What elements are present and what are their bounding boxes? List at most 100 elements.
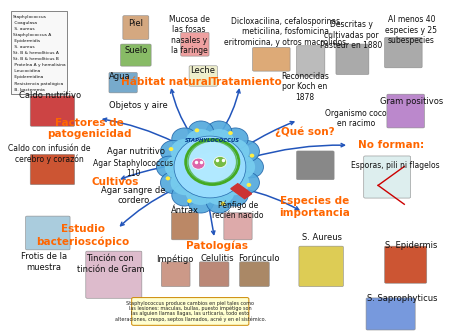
FancyBboxPatch shape — [297, 151, 334, 180]
Text: Staphylococcus: Staphylococcus — [13, 15, 47, 19]
Text: Celulitis: Celulitis — [200, 255, 234, 263]
Ellipse shape — [186, 129, 216, 154]
Ellipse shape — [165, 176, 170, 180]
Text: Descritas y
cultivadas por
Pasteur en 1880: Descritas y cultivadas por Pasteur en 18… — [320, 20, 383, 50]
Text: S. aureus: S. aureus — [13, 27, 35, 31]
Ellipse shape — [169, 147, 173, 151]
FancyBboxPatch shape — [384, 246, 427, 283]
Text: STAPHYLOCOCCUS: STAPHYLOCOCCUS — [185, 138, 240, 143]
Text: Ántrax: Ántrax — [171, 206, 199, 215]
Text: Tratamiento: Tratamiento — [211, 77, 283, 87]
FancyBboxPatch shape — [364, 156, 410, 198]
Text: Forúnculo: Forúnculo — [238, 255, 279, 263]
Text: Staphylococcus A: Staphylococcus A — [13, 33, 51, 37]
Text: Agar Staphylococcus
110: Agar Staphylococcus 110 — [93, 159, 173, 178]
Text: S. Epidermis: S. Epidermis — [385, 241, 438, 250]
FancyBboxPatch shape — [387, 94, 424, 128]
Ellipse shape — [250, 154, 255, 158]
Text: Staphylococcus produce cambios en piel tales como: Staphylococcus produce cambios en piel t… — [126, 301, 254, 306]
Ellipse shape — [234, 141, 259, 162]
Ellipse shape — [246, 183, 251, 187]
FancyBboxPatch shape — [336, 44, 369, 74]
Ellipse shape — [192, 158, 205, 169]
Ellipse shape — [174, 136, 246, 198]
FancyBboxPatch shape — [123, 16, 149, 39]
Ellipse shape — [223, 128, 248, 150]
FancyBboxPatch shape — [384, 37, 422, 68]
FancyBboxPatch shape — [299, 246, 343, 287]
Text: S. aureus: S. aureus — [13, 45, 35, 49]
Text: Frotis de la
muestra: Frotis de la muestra — [21, 253, 67, 272]
Text: Esporas, pili ni flagelos: Esporas, pili ni flagelos — [351, 161, 439, 170]
Text: Gram positivos: Gram positivos — [380, 98, 443, 106]
Text: Suelo: Suelo — [124, 46, 147, 54]
Ellipse shape — [225, 154, 255, 180]
Ellipse shape — [188, 121, 214, 143]
Ellipse shape — [156, 156, 182, 178]
Text: las alguien llamas llagas, las urticaria, todo esto: las alguien llamas llagas, las urticaria… — [131, 312, 249, 316]
Ellipse shape — [187, 199, 192, 203]
Text: Resistencia patológica: Resistencia patológica — [13, 81, 64, 86]
Ellipse shape — [220, 202, 225, 206]
Text: Epidermidis: Epidermidis — [13, 39, 40, 43]
FancyBboxPatch shape — [199, 262, 229, 287]
Text: Epidermidina: Epidermidina — [13, 75, 43, 79]
Text: Coagulasa: Coagulasa — [13, 21, 37, 25]
FancyBboxPatch shape — [297, 46, 325, 76]
Text: St. B & hemolíticus A: St. B & hemolíticus A — [13, 51, 59, 55]
Text: Estudio
bacterioscópico: Estudio bacterioscópico — [36, 224, 129, 246]
Ellipse shape — [188, 191, 214, 213]
Ellipse shape — [172, 184, 197, 206]
FancyBboxPatch shape — [253, 47, 290, 71]
Text: alteraciones, crespo, septos llamados, acné y en el sistémico.: alteraciones, crespo, septos llamados, a… — [115, 317, 265, 322]
Ellipse shape — [206, 121, 232, 143]
Ellipse shape — [234, 172, 259, 193]
FancyBboxPatch shape — [86, 251, 142, 298]
Text: Reconocidas
por Koch en
1878: Reconocidas por Koch en 1878 — [281, 72, 329, 102]
Text: Caldo con infusión de
cerebro y corazón: Caldo con infusión de cerebro y corazón — [8, 144, 91, 164]
Text: Leucocidina: Leucocidina — [13, 69, 40, 73]
Ellipse shape — [171, 139, 201, 164]
Text: Leche: Leche — [191, 66, 216, 74]
Text: Proteína A y hemolisina: Proteína A y hemolisina — [13, 63, 66, 67]
FancyBboxPatch shape — [30, 96, 75, 126]
FancyBboxPatch shape — [366, 298, 415, 330]
Ellipse shape — [165, 154, 195, 180]
Text: Factores de
patogenicidad: Factores de patogenicidad — [47, 118, 132, 139]
Text: Organismo coco
en racimo: Organismo coco en racimo — [325, 109, 387, 128]
FancyBboxPatch shape — [109, 72, 137, 93]
FancyBboxPatch shape — [120, 44, 151, 66]
Text: S. Saprophyticus: S. Saprophyticus — [367, 295, 438, 303]
Polygon shape — [231, 184, 252, 199]
Text: Cultivos: Cultivos — [91, 177, 139, 187]
Text: Dicloxacilina, cefalosporinas,
meticilina, fosfomicina,
eritromicina, y otros ma: Dicloxacilina, cefalosporinas, meticilin… — [224, 17, 349, 47]
Text: Caldo nutritivo: Caldo nutritivo — [19, 91, 81, 100]
Text: las lesiones: máculas, bullas, puesto impétigo son: las lesiones: máculas, bullas, puesto im… — [129, 306, 251, 311]
Ellipse shape — [223, 184, 248, 206]
Ellipse shape — [219, 139, 249, 164]
Ellipse shape — [172, 128, 197, 150]
Text: Objetos y aire: Objetos y aire — [109, 101, 167, 110]
Text: Tinción con
tinción de Gram: Tinción con tinción de Gram — [76, 254, 144, 274]
Ellipse shape — [204, 180, 234, 205]
FancyBboxPatch shape — [26, 216, 70, 250]
Text: Piel: Piel — [128, 19, 143, 28]
FancyBboxPatch shape — [181, 32, 209, 56]
Ellipse shape — [219, 170, 249, 195]
Text: Pénfigo de
recién nacido: Pénfigo de recién nacido — [212, 200, 264, 220]
FancyBboxPatch shape — [189, 66, 218, 86]
Text: Hábitat natural: Hábitat natural — [121, 77, 211, 87]
Ellipse shape — [161, 141, 186, 162]
Ellipse shape — [228, 131, 233, 135]
Ellipse shape — [161, 172, 186, 193]
Ellipse shape — [195, 128, 199, 132]
Text: Impétigo: Impétigo — [156, 254, 194, 264]
Ellipse shape — [188, 141, 237, 183]
FancyBboxPatch shape — [30, 154, 75, 185]
FancyBboxPatch shape — [132, 298, 249, 325]
Text: ¿Qué son?: ¿Qué son? — [275, 127, 335, 137]
Text: Patologías: Patologías — [186, 240, 248, 251]
FancyBboxPatch shape — [11, 11, 67, 94]
Ellipse shape — [238, 156, 264, 178]
Text: No forman:: No forman: — [357, 140, 424, 150]
